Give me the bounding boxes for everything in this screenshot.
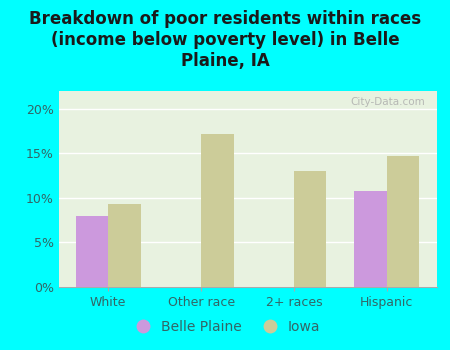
- Bar: [354, 191, 387, 287]
- Text: Breakdown of poor residents within races
(income below poverty level) in Belle
P: Breakdown of poor residents within races…: [29, 10, 421, 70]
- Text: City-Data.com: City-Data.com: [351, 97, 425, 107]
- Bar: [76, 216, 108, 287]
- Legend: Belle Plaine, Iowa: Belle Plaine, Iowa: [124, 314, 326, 340]
- Bar: [108, 204, 141, 287]
- Bar: [201, 134, 234, 287]
- Bar: [387, 156, 419, 287]
- Bar: [294, 171, 326, 287]
